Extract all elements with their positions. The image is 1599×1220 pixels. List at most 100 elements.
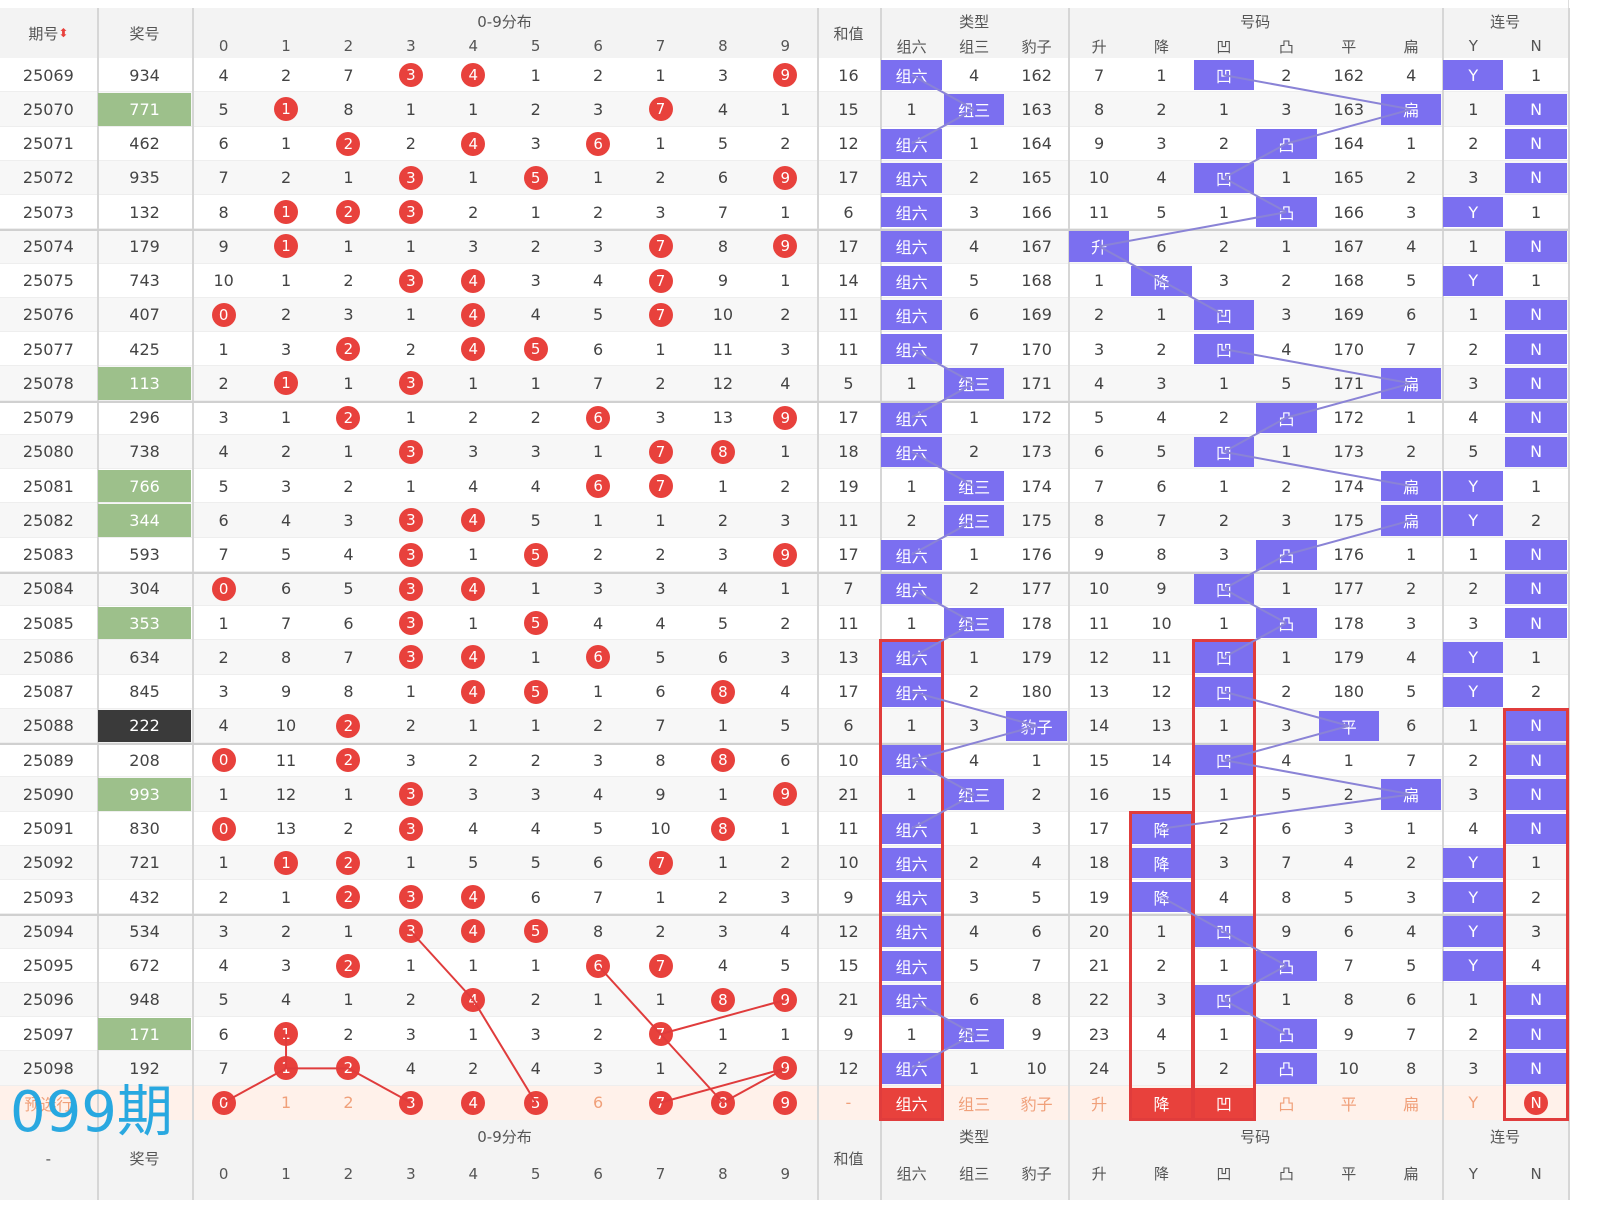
code-cell: 扁 [1380,505,1442,536]
code-cell: 9 [1156,579,1167,599]
predict-digit-cell[interactable]: 7 [629,1086,691,1120]
type-cell: 2 [969,853,980,873]
type-cell: 4 [969,921,980,941]
type-cell: 4 [1031,853,1042,873]
digit-ball: 9 [773,405,798,430]
predict-digit-ball[interactable]: 5 [523,1090,548,1115]
type-cell: 6 [1031,921,1042,941]
sort-arrows-icon[interactable]: ⬍ [58,26,69,40]
predict-digit-cell[interactable]: 5 [504,1086,566,1120]
predict-digit-cell[interactable]: 3 [380,1086,442,1120]
consec-cell: N [1505,539,1567,570]
type-cell: 177 [1021,579,1052,599]
digit-cell: 3 [380,606,442,640]
footer-code-header: 降 [1153,1165,1169,1184]
type-cell: 6 [969,305,980,325]
code-cell: 3 [1156,373,1167,393]
predict-digit-cell[interactable]: 6 [593,1093,604,1113]
digit-cell: 2 [343,476,354,496]
issue-number: 25078 [22,373,74,393]
digit-column-header: 4 [468,37,479,55]
digit-cell: 1 [655,65,666,85]
predict-type-cell[interactable]: 组三 [958,1094,991,1114]
code-cell: 降 [1131,813,1192,844]
digit-cell: 6 [593,339,604,359]
code-cell: 1 [1406,819,1417,839]
digit-cell: 3 [380,435,442,469]
predict-code-cell[interactable]: 凸 [1278,1094,1295,1114]
issue-number: 25097 [22,1024,74,1044]
prize-number: 934 [129,65,160,85]
digit-cell: 2 [218,887,229,907]
digit-cell: 3 [218,921,229,941]
digit-ball: 3 [398,816,423,841]
predict-type-cell[interactable]: 豹子 [1020,1094,1053,1114]
digit-cell: 1 [405,236,416,256]
code-cell: 1 [1218,1024,1230,1044]
predict-digit-cell[interactable]: 4 [442,1086,504,1120]
predict-digit-cell[interactable]: 8 [692,1086,754,1120]
consec-cell: 2 [1530,887,1542,907]
predict-code-cell[interactable]: 凹 [1193,1087,1255,1118]
digit-cell: 10 [275,716,297,736]
code-cell: 1 [1218,373,1230,393]
issue-number: 25076 [22,305,74,325]
type-cell: 组三 [943,368,1005,399]
footer-row [0,1119,1568,1200]
code-cell: 166 [1333,202,1365,222]
digit-cell: 3 [780,510,791,530]
predict-digit-ball[interactable]: 9 [773,1090,798,1115]
digit-cell: 3 [405,750,416,770]
digit-cell: 2 [280,305,292,325]
footer-code-header: 升 [1091,1165,1107,1184]
predict-digit-cell[interactable]: 0 [192,1086,254,1120]
predict-digit-ball[interactable]: 3 [398,1090,423,1115]
predict-digit-ball[interactable]: 0 [211,1090,236,1115]
digit-cell: 6 [218,1024,229,1044]
code-cell: 凹 [1193,984,1255,1015]
digit-cell: 5 [717,613,729,633]
type-cell: 5 [969,271,980,291]
issue-number: 25081 [22,476,74,496]
code-cell: 14 [1151,750,1172,770]
group-divider [0,743,1568,745]
predict-consec-cell[interactable]: N [1504,1086,1568,1120]
digit-cell: 2 [317,880,379,914]
consec-cell: 3 [1468,168,1479,188]
digit-cell: 6 [567,949,629,983]
prize-column-header: 奖号 [129,24,160,43]
code-cell: 扁 [1380,779,1442,810]
predict-label[interactable]: 预选行 [24,1094,73,1114]
predict-type-cell[interactable]: 组六 [881,1087,942,1118]
predict-code-cell[interactable]: 降 [1131,1087,1192,1118]
predict-consec-ball[interactable]: N [1524,1090,1549,1115]
digit-cell: 5 [468,853,479,873]
sum-cell: 17 [838,236,859,256]
predict-digit-cell[interactable]: 2 [343,1093,354,1113]
code-cell: 172 [1333,408,1365,428]
predict-digit-cell[interactable]: 9 [754,1086,816,1120]
digit-ball: 4 [461,679,486,704]
digit-cell: 2 [780,305,791,325]
code-cell: 1 [1218,99,1230,119]
footer-digit-header: 2 [343,1164,354,1183]
digit-cell: 4 [280,990,292,1010]
predict-consec-cell[interactable]: Y [1468,1093,1479,1113]
predict-digit-ball[interactable]: 4 [461,1090,486,1115]
sum-cell: 18 [838,442,859,462]
type-cell: 10 [1026,1058,1047,1078]
digit-cell: 9 [754,983,816,1017]
predict-code-cell[interactable]: 平 [1340,1094,1357,1114]
predict-digit-cell[interactable]: 1 [280,1093,292,1113]
predict-digit-ball[interactable]: 7 [648,1090,673,1115]
code-column-header: 降 [1153,37,1169,56]
sum-cell: 17 [838,408,859,428]
consec-cell: 1 [1468,305,1479,325]
issue-column-header[interactable]: 期号 ⬍ [0,8,97,58]
predict-code-cell[interactable]: 扁 [1403,1094,1420,1114]
digit-cell: 10 [712,305,734,325]
digit-cell: 5 [530,853,541,873]
predict-code-cell[interactable]: 升 [1091,1094,1108,1114]
type-group-header: 类型 [959,12,990,31]
predict-digit-ball[interactable]: 8 [710,1090,735,1115]
